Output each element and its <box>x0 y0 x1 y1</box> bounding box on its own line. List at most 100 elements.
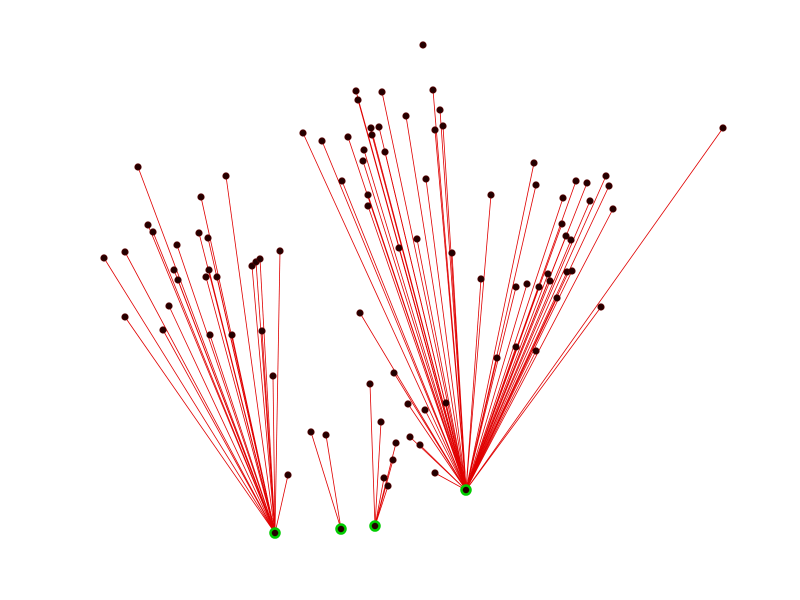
edge <box>465 182 588 491</box>
node-point <box>269 372 277 380</box>
node-point <box>416 441 424 449</box>
edge <box>272 375 276 534</box>
node-point <box>366 380 374 388</box>
node-point <box>439 122 447 130</box>
node-point <box>719 124 727 132</box>
edge <box>369 383 376 527</box>
edge <box>424 409 467 491</box>
node-point <box>609 205 617 213</box>
edge <box>367 205 467 491</box>
edge <box>425 178 467 491</box>
edge <box>465 273 549 491</box>
node-point <box>307 428 315 436</box>
node-point <box>431 126 439 134</box>
edge <box>465 270 573 491</box>
node-point <box>546 277 554 285</box>
node-point <box>404 400 412 408</box>
edge <box>341 180 467 491</box>
edge <box>445 402 467 491</box>
node-point <box>413 235 421 243</box>
node-point <box>204 234 212 242</box>
node-point <box>368 131 376 139</box>
node-point <box>406 433 414 441</box>
node-point <box>352 87 360 95</box>
node-point <box>477 275 485 283</box>
edge <box>407 403 467 491</box>
edge <box>209 334 276 534</box>
node-point <box>356 309 364 317</box>
edge <box>465 162 535 491</box>
node-point <box>144 221 152 229</box>
node-point <box>206 331 214 339</box>
edge <box>176 244 276 534</box>
edge <box>465 350 537 491</box>
node-point <box>364 191 372 199</box>
node-point <box>583 179 591 187</box>
node-point <box>205 266 213 274</box>
node-point <box>530 159 538 167</box>
node-point <box>422 175 430 183</box>
node-point <box>442 399 450 407</box>
edge <box>231 334 276 534</box>
node-point <box>384 482 392 490</box>
edge <box>124 251 276 534</box>
node-point <box>597 303 605 311</box>
edge <box>465 278 482 491</box>
edge <box>124 316 276 534</box>
edge <box>225 175 276 534</box>
edge <box>103 257 276 534</box>
node-point <box>299 129 307 137</box>
node-point <box>568 267 576 275</box>
node-point <box>602 172 610 180</box>
edge <box>259 258 276 534</box>
edge <box>362 160 467 491</box>
edge <box>384 151 467 491</box>
node-point <box>364 202 372 210</box>
node-point <box>493 354 501 362</box>
node-point <box>380 474 388 482</box>
node-point <box>389 456 397 464</box>
edge <box>381 91 467 491</box>
node-point <box>149 228 157 236</box>
node-point <box>322 431 330 439</box>
edge <box>416 238 467 491</box>
edge <box>261 330 276 534</box>
edge <box>251 265 276 534</box>
edge <box>168 305 276 534</box>
edge <box>451 252 467 491</box>
node-point <box>173 241 181 249</box>
hub-node <box>269 527 281 539</box>
edge <box>465 286 517 491</box>
edge <box>152 231 276 534</box>
edge <box>208 269 276 534</box>
node-point <box>572 177 580 185</box>
node-point <box>544 270 552 278</box>
node-point <box>360 146 368 154</box>
hub-node <box>460 484 472 496</box>
edge <box>465 184 537 491</box>
edge <box>274 250 281 534</box>
node-point <box>359 157 367 165</box>
node-point <box>344 133 352 141</box>
node-point <box>195 229 203 237</box>
hub-node <box>335 523 347 535</box>
edge <box>359 312 467 491</box>
edge <box>302 132 467 491</box>
node-point <box>392 439 400 447</box>
node-point <box>121 313 129 321</box>
node-point <box>258 327 266 335</box>
node-point <box>375 123 383 131</box>
edge <box>177 279 276 534</box>
node-point <box>419 41 427 49</box>
node-point <box>338 177 346 185</box>
node-point <box>354 96 362 104</box>
node-point <box>562 232 570 240</box>
node-point <box>228 331 236 339</box>
edge <box>465 180 577 491</box>
node-point <box>553 294 561 302</box>
node-point <box>512 283 520 291</box>
edge <box>374 477 385 527</box>
edge <box>465 200 591 491</box>
